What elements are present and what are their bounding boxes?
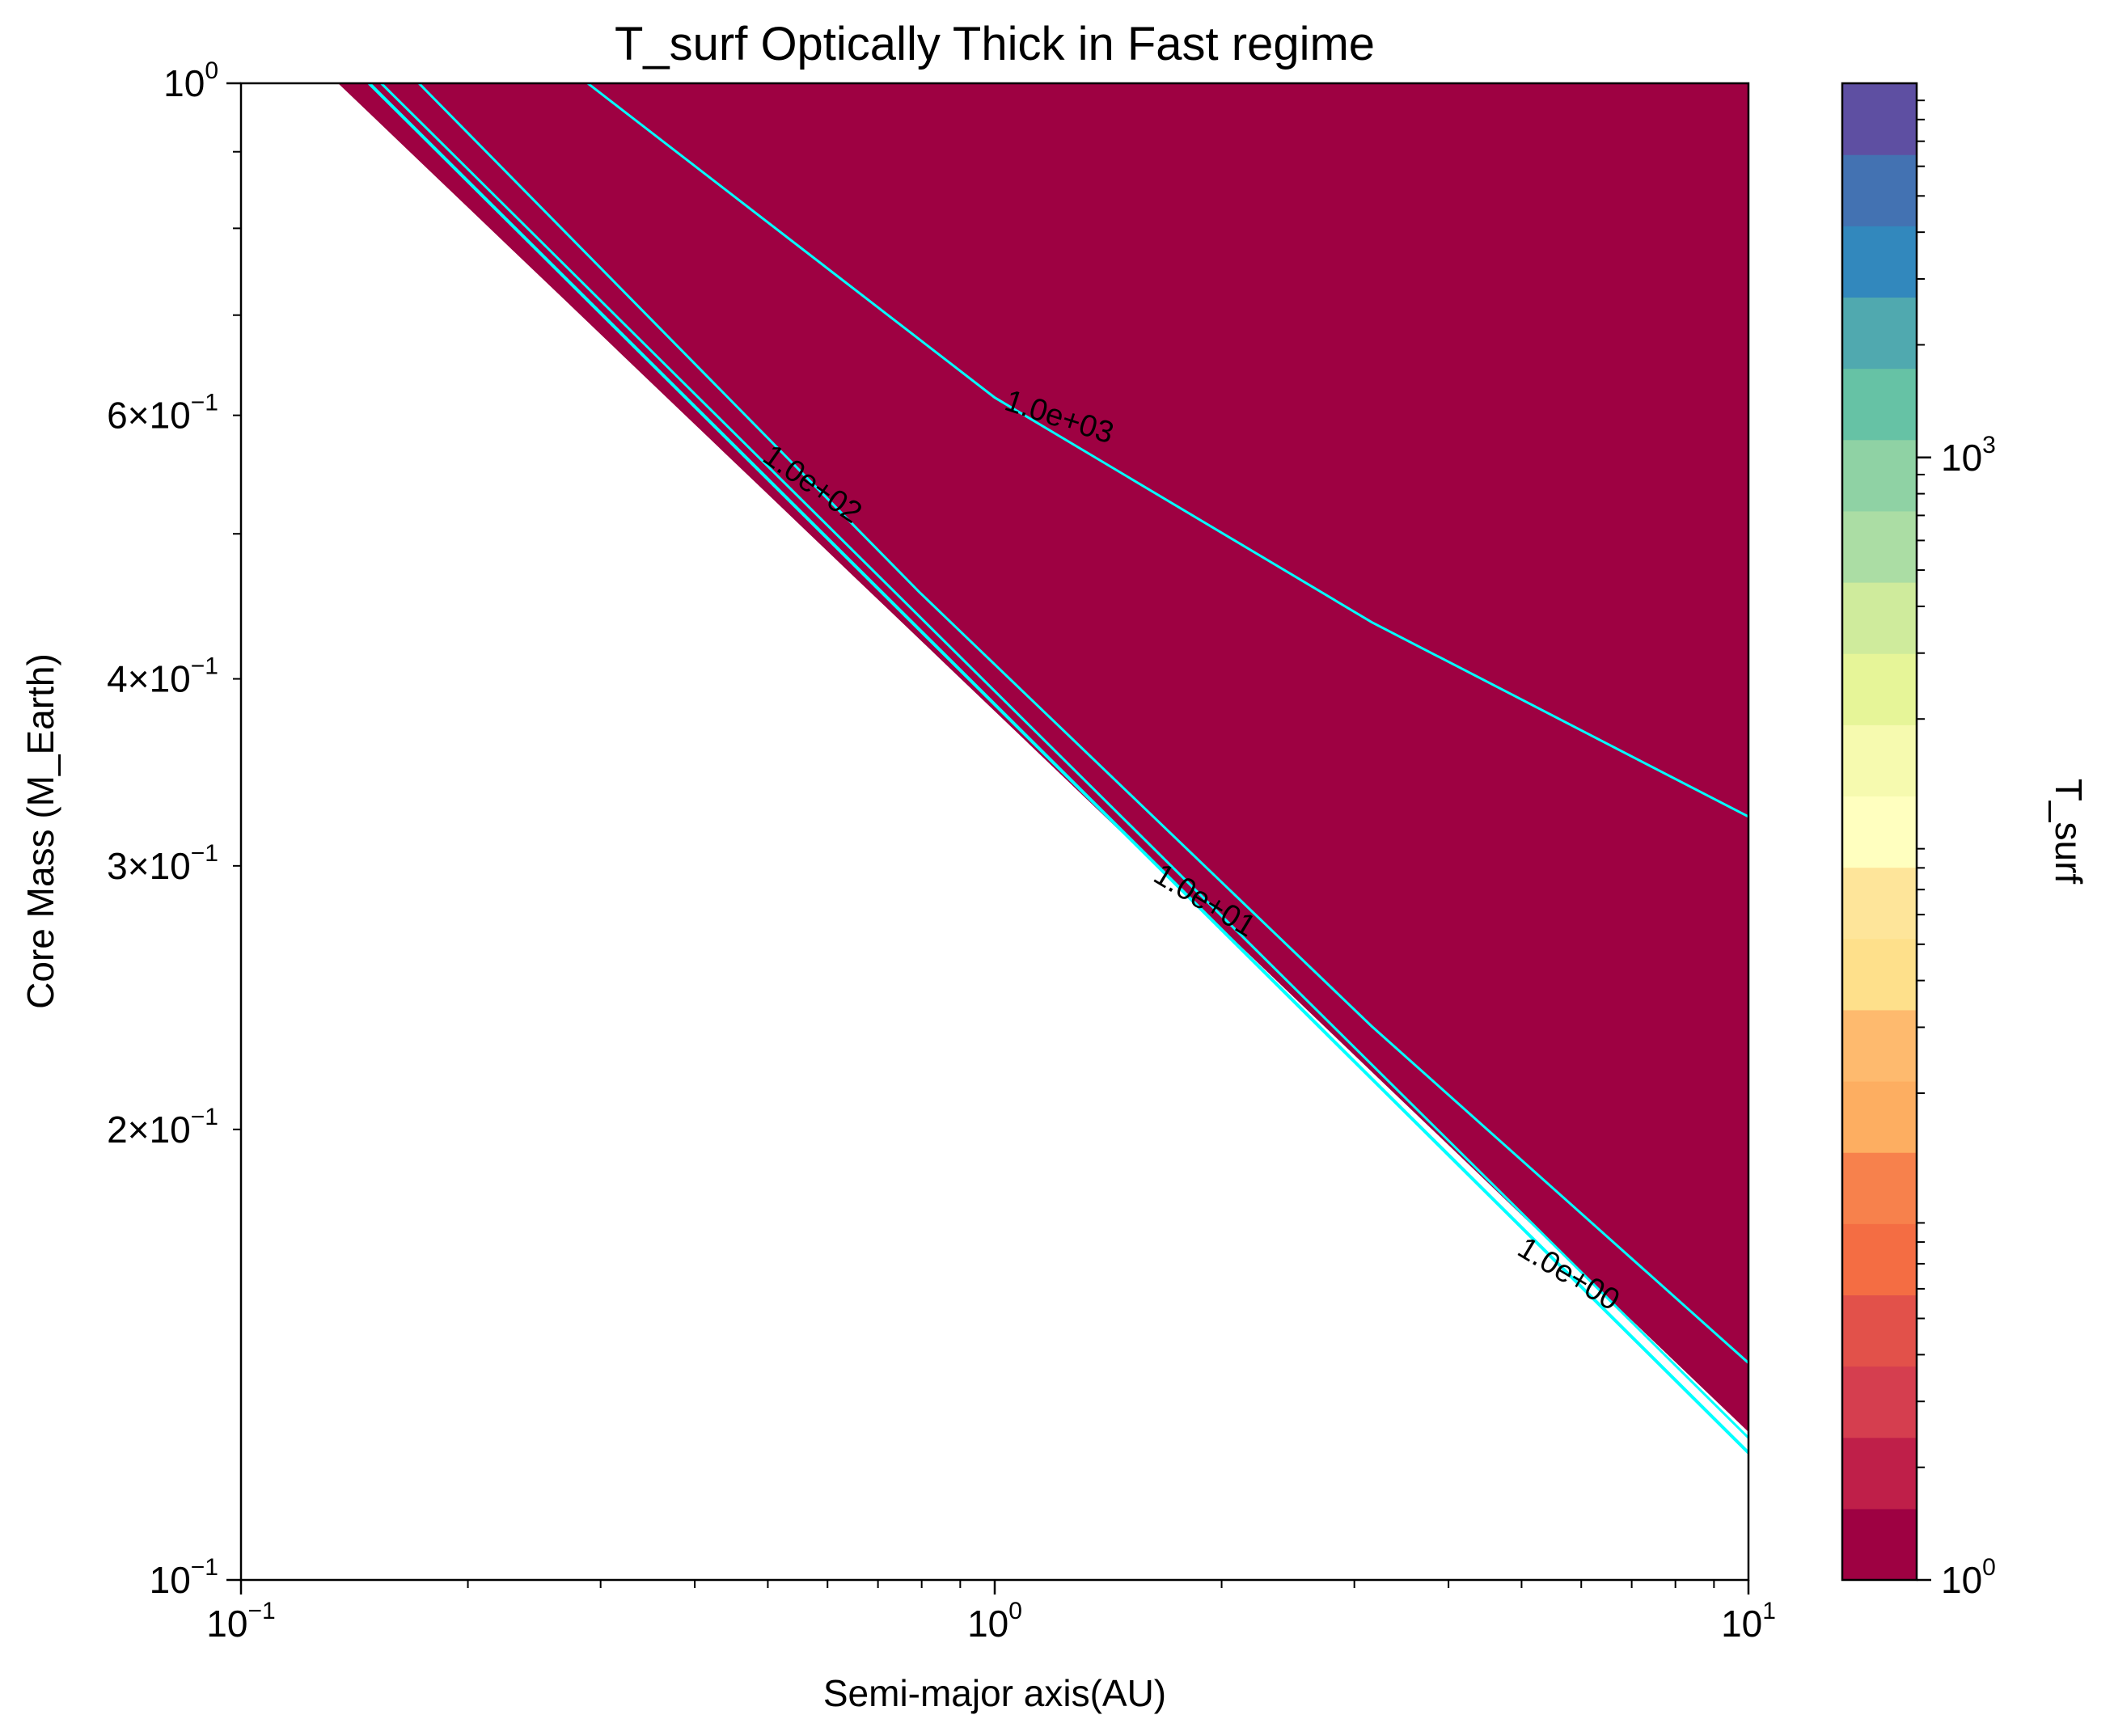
colorbar-level <box>1842 1295 1917 1367</box>
colorbar-level <box>1842 1223 1917 1296</box>
colorbar-level <box>1842 1081 1917 1153</box>
colorbar-tick-label: 100 <box>1941 1554 1996 1601</box>
contour-line <box>367 83 1748 1455</box>
colorbar-level <box>1842 297 1917 370</box>
colorbar-level <box>1842 154 1917 226</box>
colorbar-level <box>1842 439 1917 512</box>
colorbar-ticks: 100 103 <box>1917 99 1996 1601</box>
x-tick-label: 101 <box>1721 1598 1776 1645</box>
colorbar-level <box>1842 796 1917 868</box>
colorbar-levels <box>1842 83 1917 1581</box>
colorbar-level <box>1842 368 1917 441</box>
colorbar-level <box>1842 226 1917 298</box>
colorbar-level <box>1842 724 1917 797</box>
y-tick-label: 10−1 <box>150 1554 218 1601</box>
x-tick-label: 100 <box>967 1598 1022 1645</box>
y-tick-label: 2×10−1 <box>107 1104 218 1151</box>
contour-band <box>338 83 1748 1432</box>
colorbar-level <box>1842 1152 1917 1224</box>
colorbar-level <box>1842 510 1917 583</box>
colorbar-level <box>1842 938 1917 1011</box>
contour-line <box>586 83 1748 818</box>
x-axis-ticks: 10−1 100 101 <box>206 1580 1776 1645</box>
y-tick-label: 6×10−1 <box>107 390 218 437</box>
y-tick-label: 3×10−1 <box>107 840 218 887</box>
contour-line <box>380 83 1748 1439</box>
x-tick-label: 10−1 <box>206 1598 275 1645</box>
colorbar-level <box>1842 83 1917 155</box>
filled-contours <box>241 83 1748 1580</box>
colorbar-level <box>1842 1437 1917 1510</box>
contour-line <box>417 83 1748 1364</box>
y-axis-label: Core Mass (M_Earth) <box>19 653 61 1009</box>
colorbar-label: T_surf <box>2048 779 2090 885</box>
colorbar-frame <box>1841 82 1918 1582</box>
colorbar-level <box>1842 867 1917 940</box>
colorbar-level <box>1842 1009 1917 1082</box>
chart-title: T_surf Optically Thick in Fast regime <box>615 18 1375 70</box>
contour-lines <box>367 83 1748 1455</box>
undefined-region <box>241 83 1748 1580</box>
colorbar-level <box>1842 582 1917 654</box>
colorbar-level <box>1842 1508 1917 1581</box>
colorbar-level <box>1842 653 1917 725</box>
x-axis-label: Semi-major axis(AU) <box>823 1672 1166 1714</box>
colorbar: 100 103 <box>1841 82 1996 1601</box>
plot-area: 1.0e+001.0e+011.0e+021.0e+03 10−1 100 101 … <box>107 57 1776 1645</box>
colorbar-level <box>1842 1366 1917 1438</box>
y-tick-label: 4×10−1 <box>107 653 218 700</box>
colorbar-tick-label: 103 <box>1941 432 1996 479</box>
y-axis-ticks: 10−1 2×10−1 3×10−1 4×10−1 6×10−1 100 <box>107 57 241 1601</box>
y-tick-label: 100 <box>163 57 218 104</box>
